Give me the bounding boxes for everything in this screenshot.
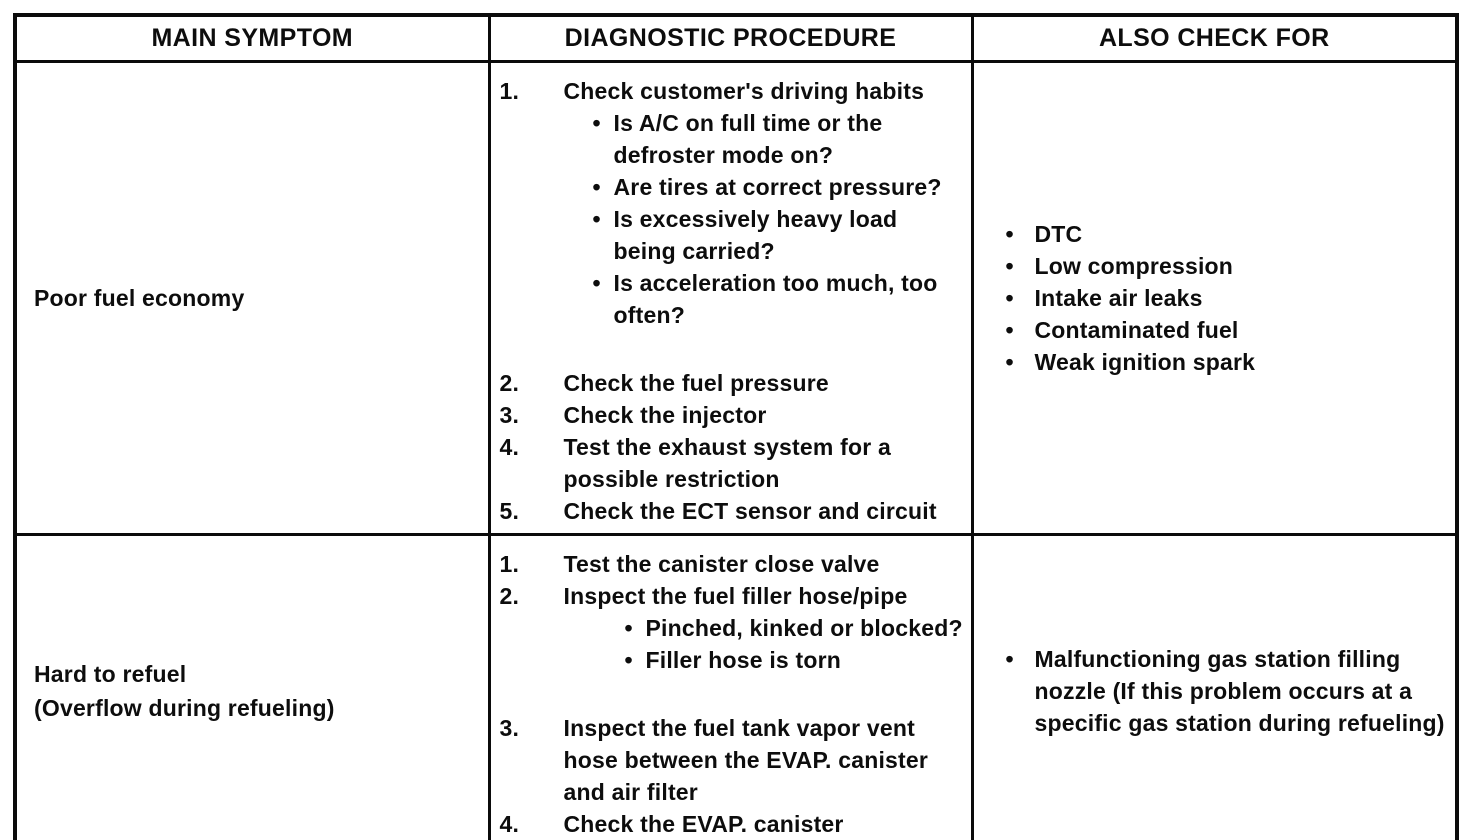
bullet-icon: • [1005,317,1014,343]
step-text: Inspect the fuel tank vapor vent hose be… [563,715,929,805]
step-text: Test the canister close valve [563,551,880,577]
sub-bullet-text: Pinched, kinked or blocked? [645,615,963,641]
step-text: Check the EVAP. canister [563,811,844,837]
also-check-text: DTC [1034,221,1083,247]
procedure-step: 4. Check the EVAP. canister [500,808,965,840]
sub-bullet-text: Is A/C on full time or the defroster mod… [613,110,883,168]
bullet-icon: • [624,615,633,641]
procedure-cell: 1. Check customer's driving habits • Is … [487,60,974,536]
also-check-text: Contaminated fuel [1034,317,1239,343]
also-check-cell: • Malfunctioning gas station filling noz… [970,533,1459,840]
bullet-icon: • [1005,646,1014,672]
bullet-icon: • [624,647,633,673]
step-text: Check the injector [563,402,767,428]
header-row: MAIN SYMPTOM DIAGNOSTIC PROCEDURE ALSO C… [13,13,1459,63]
bullet-icon: • [1005,285,1014,311]
bullet-icon: • [592,206,601,232]
bullet-icon: • [1005,349,1014,375]
step-text: Check the fuel pressure [563,370,829,396]
procedure-sub-bullet: • Is A/C on full time or the defroster m… [593,107,965,171]
step-number: 3. [499,715,520,741]
procedure-step: 3. Inspect the fuel tank vapor vent hose… [500,712,965,808]
bullet-icon: • [1005,221,1014,247]
symptom-text: Poor fuel economy [34,285,245,311]
step-text: Inspect the fuel filler hose/pipe [563,583,908,609]
step-number: 2. [499,583,520,609]
table-row-poor-fuel-economy: Poor fuel economy 1. Check customer's dr… [13,60,1459,536]
also-check-text: Low compression [1034,253,1234,279]
step-text: Check the ECT sensor and circuit [563,498,937,524]
header-diagnostic-procedure: DIAGNOSTIC PROCEDURE [487,13,974,63]
procedure-step: 1. Check customer's driving habits [500,75,965,107]
procedure-sub-bullet: • Pinched, kinked or blocked? [625,612,965,644]
bullet-icon: • [592,270,601,296]
step-text: Check customer's driving habits [563,78,925,104]
also-check-item: • DTC [1006,218,1446,250]
table-row-hard-to-refuel: Hard to refuel (Overflow during refuelin… [13,533,1459,840]
procedure-step: 2. Check the fuel pressure [500,367,965,399]
also-check-cell: • DTC • Low compression • Intake air lea… [970,60,1459,536]
also-check-text: Weak ignition spark [1034,349,1256,375]
step-number: 1. [499,78,520,104]
symptom-text: Hard to refuel [34,661,187,687]
procedure-sub-bullet: • Are tires at correct pressure? [593,171,965,203]
bullet-icon: • [592,174,601,200]
procedure-step: 3. Check the injector [500,399,965,431]
sub-bullet-text: Is acceleration too much, too often? [613,270,938,328]
bullet-icon: • [592,110,601,136]
also-check-item: • Intake air leaks [1006,282,1446,314]
procedure-step: 5. Check the ECT sensor and circuit [500,495,965,527]
header-main-symptom: MAIN SYMPTOM [13,13,491,63]
symptom-text: (Overflow during refueling) [34,695,335,721]
symptom-cell: Poor fuel economy [13,60,491,536]
also-check-item: • Low compression [1006,250,1446,282]
step-text: Test the exhaust system for a possible r… [563,434,891,492]
header-also-check-for: ALSO CHECK FOR [970,13,1459,63]
step-number: 3. [499,402,520,428]
procedure-sub-bullet: • Is excessively heavy load being carrie… [593,203,965,267]
step-number: 2. [499,370,520,396]
procedure-sub-bullet: • Filler hose is torn [625,644,965,676]
sub-bullet-text: Filler hose is torn [645,647,842,673]
troubleshooting-table: MAIN SYMPTOM DIAGNOSTIC PROCEDURE ALSO C… [13,13,1459,840]
procedure-step: 2. Inspect the fuel filler hose/pipe [500,580,965,612]
procedure-cell: 1. Test the canister close valve 2. Insp… [487,533,974,840]
also-check-item: • Malfunctioning gas station filling noz… [1006,643,1446,739]
step-number: 5. [499,498,520,524]
also-check-text: Intake air leaks [1034,285,1203,311]
sub-bullet-text: Are tires at correct pressure? [613,174,942,200]
also-check-item: • Contaminated fuel [1006,314,1446,346]
also-check-item: • Weak ignition spark [1006,346,1446,378]
also-check-text: Malfunctioning gas station filling nozzl… [1034,646,1445,736]
sub-bullet-text: Is excessively heavy load being carried? [613,206,898,264]
bullet-icon: • [1005,253,1014,279]
procedure-sub-bullet: • Is acceleration too much, too often? [593,267,965,331]
step-number: 4. [499,811,520,837]
symptom-cell: Hard to refuel (Overflow during refuelin… [13,533,491,840]
step-number: 4. [499,434,520,460]
step-number: 1. [499,551,520,577]
procedure-step: 1. Test the canister close valve [500,548,965,580]
procedure-step: 4. Test the exhaust system for a possibl… [500,431,965,495]
